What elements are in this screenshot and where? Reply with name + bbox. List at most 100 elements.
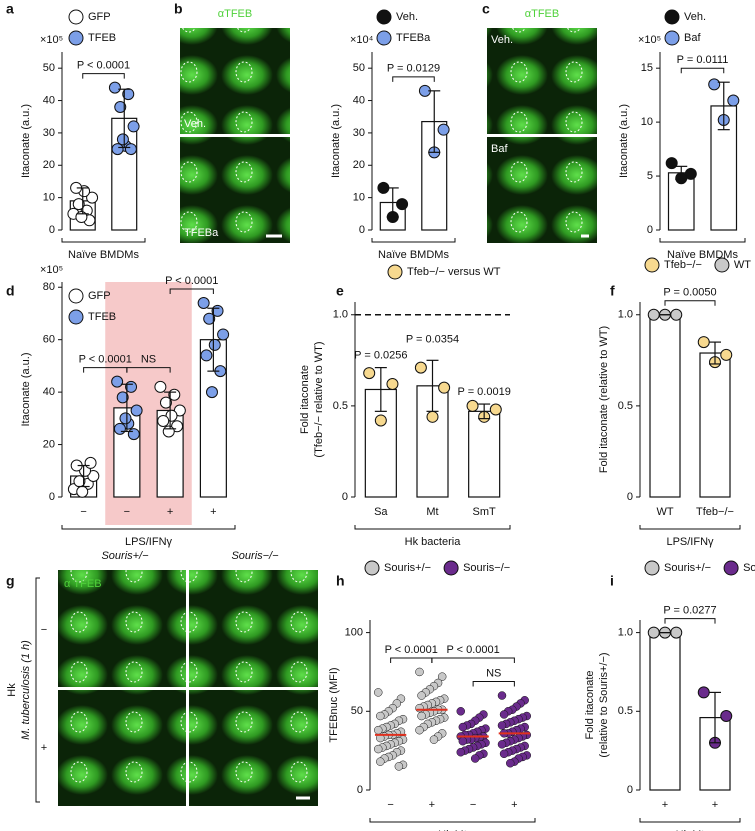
y-axis-label: Itaconate (a.u.) (618, 104, 630, 178)
legend-marker (387, 264, 403, 280)
significance-bracket (82, 73, 125, 79)
legend-marker (364, 560, 380, 576)
data-point (154, 380, 167, 393)
y-axis-label: Itaconate (a.u.) (20, 353, 32, 427)
legend-marker (664, 9, 680, 25)
data-point (113, 422, 126, 435)
data-point (72, 198, 85, 211)
axis-multiplier: ×10⁵ (638, 34, 661, 46)
micrograph (180, 137, 290, 243)
significance-bracket (392, 76, 435, 82)
x-tick-label: Sa (374, 506, 388, 518)
data-point (708, 78, 721, 91)
data-point (499, 710, 509, 719)
y-tick-label: 20 (353, 159, 365, 171)
data-point (396, 198, 409, 211)
group-bracket (369, 818, 536, 823)
group-bracket (659, 238, 746, 243)
x-axis-label: Hk Mt (438, 829, 467, 831)
data-point (437, 123, 450, 136)
x-tick-label: + (662, 799, 668, 811)
data-point (497, 721, 507, 730)
significance-bracket (431, 657, 515, 663)
p-value-label: P = 0.0277 (663, 604, 716, 616)
legend-label: TFEB (88, 32, 116, 44)
stain-label: α TFEB (64, 578, 102, 590)
x-tick-label: WT (656, 506, 673, 518)
data-point (466, 399, 479, 412)
legend-marker (68, 309, 84, 325)
panel-letter: f (610, 283, 615, 299)
y-tick-label: 0 (359, 224, 365, 236)
panel-letter: c (482, 1, 490, 17)
data-point (124, 143, 137, 156)
data-point (363, 367, 376, 380)
significance-bracket (680, 67, 725, 74)
x-tick-label: − (124, 506, 130, 518)
x-tick-label: − (80, 506, 86, 518)
micrograph (189, 690, 318, 806)
x-axis-label: LPS/IFNγ (666, 536, 714, 548)
data-point (394, 762, 404, 771)
p-value-label: P = 0.0111 (677, 54, 729, 66)
column-label: Souris−/− (231, 550, 279, 562)
image-label: Veh. (491, 34, 513, 46)
panel-letter: d (6, 283, 15, 299)
data-point (727, 94, 740, 107)
micrograph (58, 570, 186, 687)
group-bracket (639, 818, 741, 823)
legend-marker (644, 560, 660, 576)
row-label: + (41, 742, 47, 754)
panel-letter: h (336, 573, 345, 589)
data-point (111, 143, 124, 156)
data-point (415, 667, 424, 677)
legend-label: Souris+/− (664, 562, 711, 574)
data-point (697, 336, 710, 349)
side-label: M. tuberculosis (1 h) (20, 640, 32, 740)
legend-label: Souris+/− (384, 562, 431, 574)
x-tick-label: + (712, 799, 718, 811)
bar (699, 352, 731, 498)
y-tick-label: 10 (353, 192, 365, 204)
y-tick-label: 0 (627, 491, 633, 503)
data-point (208, 338, 221, 351)
bar (468, 410, 501, 498)
x-tick-label: + (210, 506, 216, 518)
data-point (84, 456, 97, 469)
data-point (414, 361, 427, 374)
x-axis-label: Naïve BMDMs (68, 249, 139, 261)
data-point (458, 722, 468, 732)
y-tick-label: 10 (43, 192, 55, 204)
y-tick-label: 100 (345, 626, 363, 638)
x-tick-label: Tfeb−/− (696, 506, 734, 518)
data-point (497, 691, 507, 700)
data-point (438, 381, 451, 394)
legend-marker (376, 9, 392, 25)
axis-multiplier: ×10⁴ (350, 34, 374, 46)
p-value-label: NS (141, 354, 156, 366)
data-point (374, 414, 387, 427)
y-tick-label: 30 (43, 127, 55, 139)
x-tick-label: − (470, 799, 476, 811)
data-point (720, 348, 733, 361)
data-point (456, 707, 465, 716)
bar (649, 631, 681, 791)
y-axis-label: (Tfeb−/− relative to WT) (313, 341, 325, 457)
data-point (374, 688, 383, 697)
group-bracket (61, 525, 236, 530)
y-tick-label: 0 (342, 491, 348, 503)
legend-marker (68, 9, 84, 25)
legend-label: Veh. (396, 11, 418, 23)
y-axis-label: Itaconate (a.u.) (330, 104, 342, 178)
x-axis-label: Naïve BMDMs (378, 249, 449, 261)
data-point (127, 428, 140, 441)
micrograph (58, 690, 186, 806)
legend-marker (644, 257, 660, 273)
data-point (76, 485, 89, 498)
y-tick-label: 40 (353, 94, 365, 106)
x-tick-label: SmT (473, 506, 497, 518)
data-point (116, 133, 129, 146)
data-point (376, 711, 385, 721)
data-point (470, 754, 480, 763)
